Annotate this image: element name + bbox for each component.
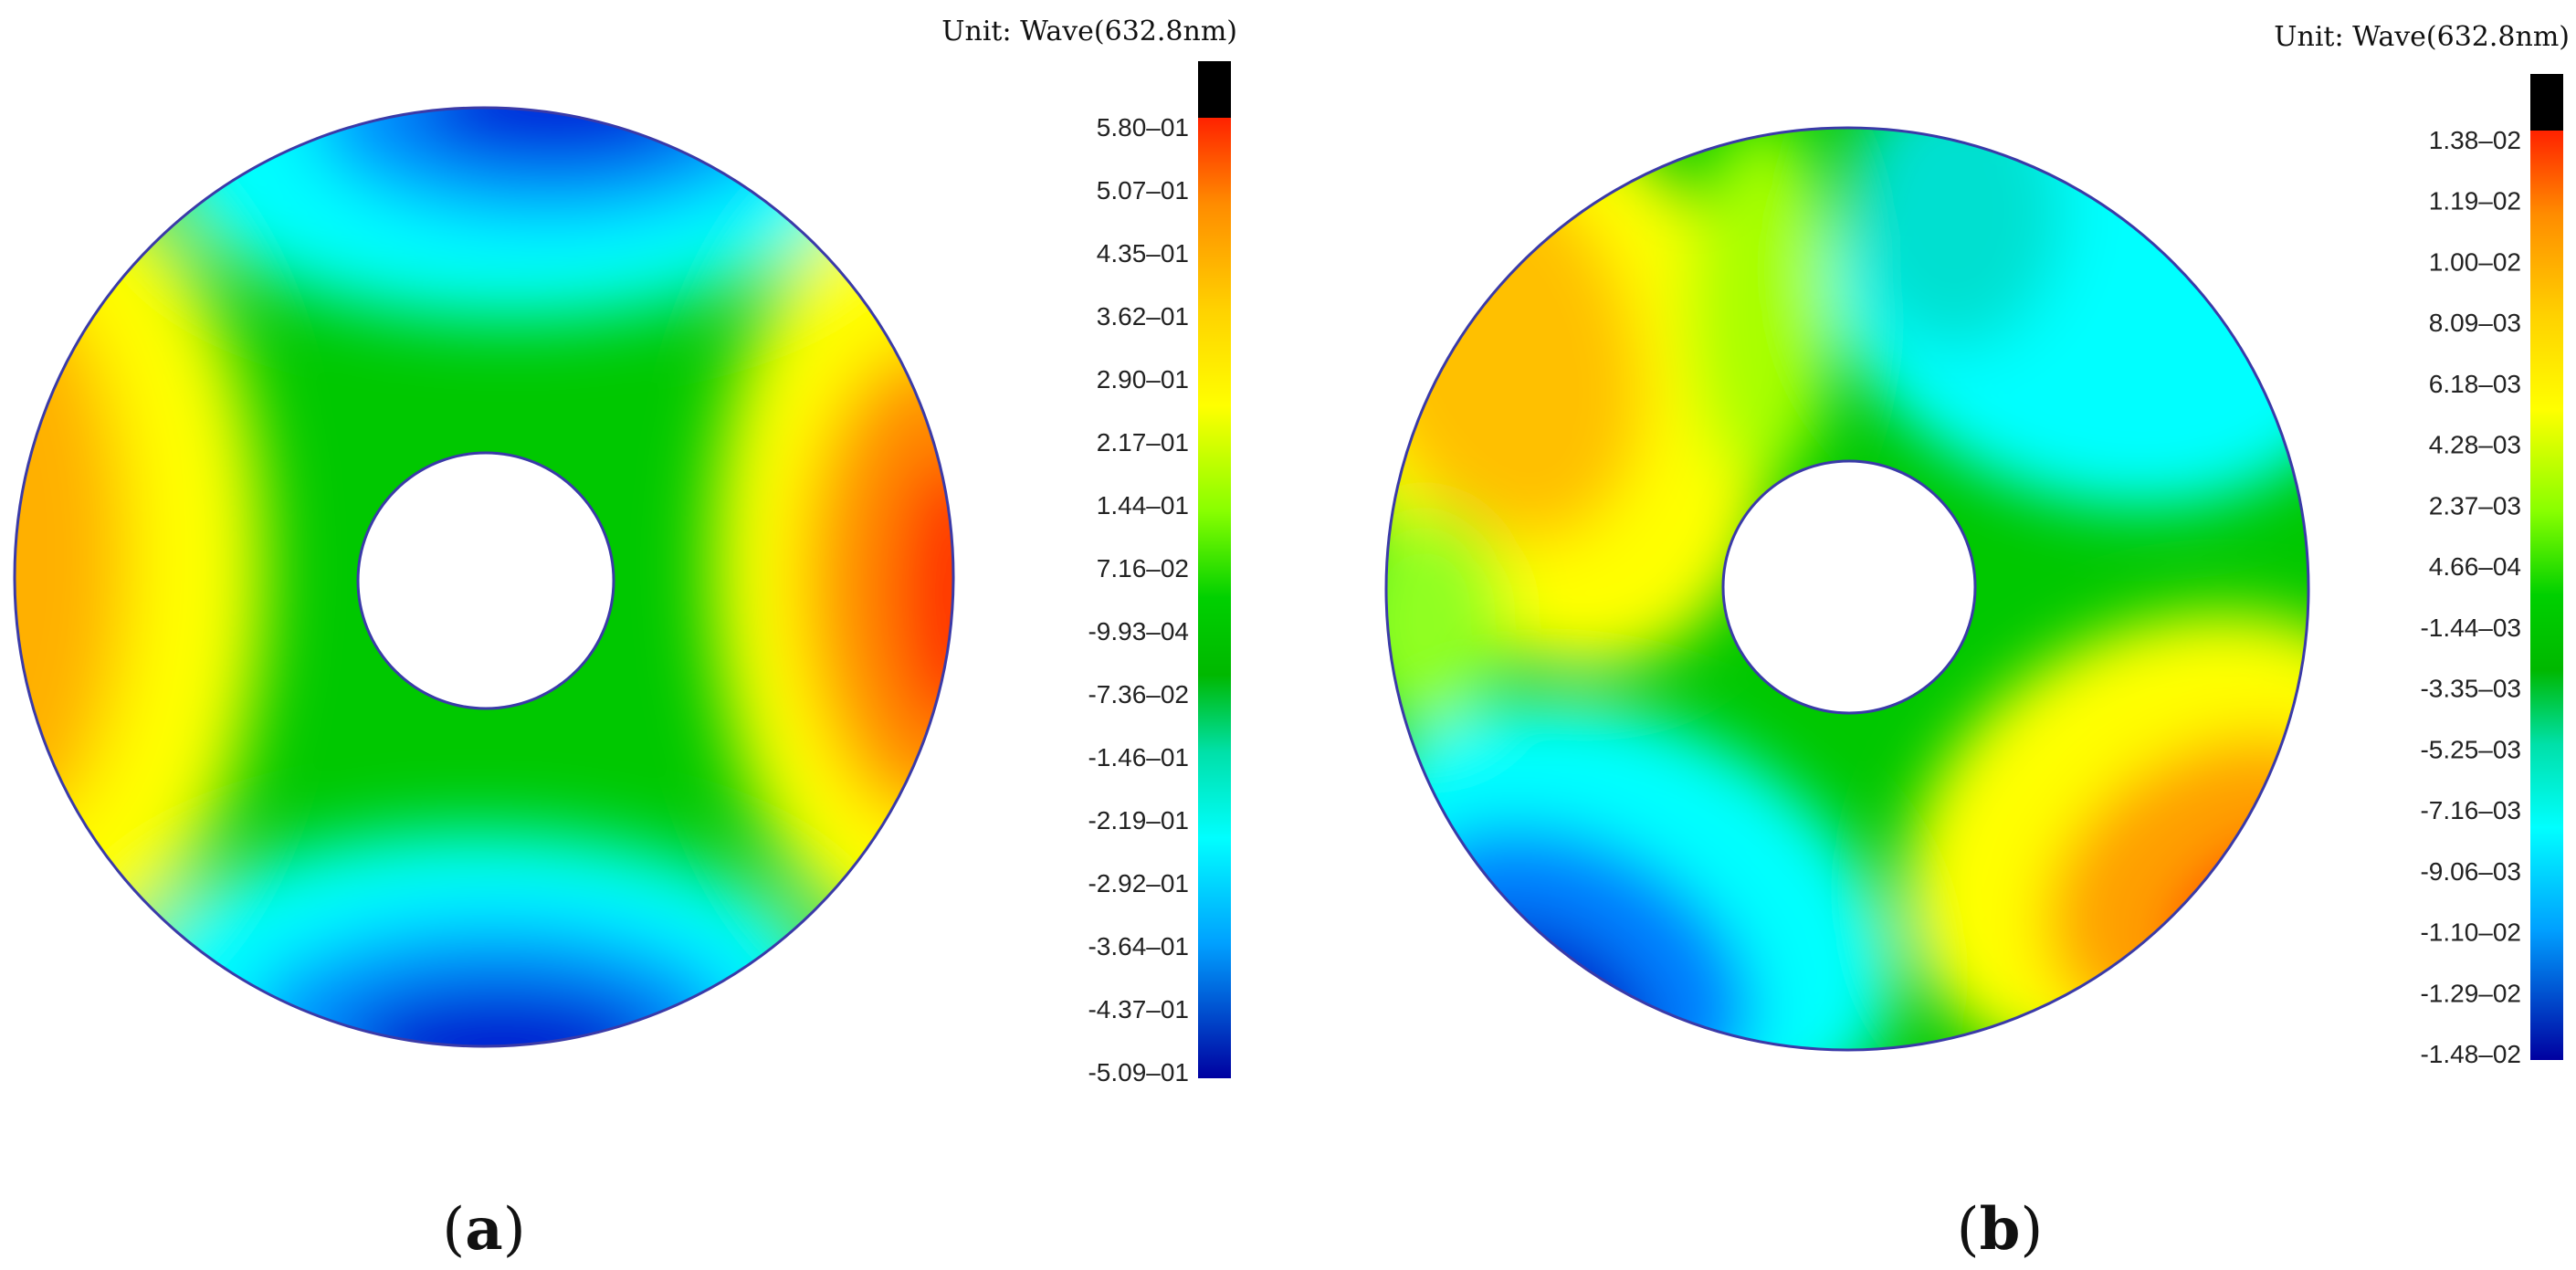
colorbar-tick-label-b: -1.29–02 [2420, 979, 2521, 1007]
colorbar-tick-label-b: -9.06–03 [2420, 857, 2521, 886]
colorbar-tick-label-b: 8.09–03 [2429, 309, 2521, 337]
colorbar-tick-label-a: 4.35–01 [1097, 239, 1189, 268]
colorbar-tick-label-a: -3.64–01 [1088, 932, 1189, 960]
disk-outline-b [1384, 126, 2310, 1052]
colorbar-tick-label-a: 2.90–01 [1097, 365, 1189, 394]
colorbar-tick-label-b: 6.18–03 [2429, 370, 2521, 398]
colorbar-tick-label-b: 1.38–02 [2429, 126, 2521, 154]
colorbar-tick-label-b: -3.35–03 [2420, 675, 2521, 703]
colorbar-tick-label-a: 3.62–01 [1097, 302, 1189, 331]
panel-caption-a: (a) [442, 1195, 525, 1264]
colorbar-tick-label-b: 2.37–03 [2429, 491, 2521, 520]
colorbar-b [2530, 131, 2563, 1060]
panel-letter-b: b [1980, 1195, 2021, 1264]
colorbar-tick-label-a: -1.46–01 [1088, 743, 1189, 771]
colorbar-tick-label-a: 5.07–01 [1097, 176, 1189, 205]
panel-caption-b: (b) [1957, 1195, 2044, 1264]
colorbar-tick-label-b: -7.16–03 [2420, 796, 2521, 824]
colorbar-tick-label-a: -7.36–02 [1088, 680, 1189, 708]
colorbar-tick-label-b: 1.19–02 [2429, 187, 2521, 215]
colorbar-top-cap-b [2530, 74, 2563, 131]
colorbar-ticks-b: 1.38–02 1.19–02 1.00–02 8.09–03 6.18–03 4.28–… [2420, 126, 2521, 1068]
colorbar-tick-label-b: -5.25–03 [2420, 735, 2521, 763]
colorbar-tick-label-a: 5.80–01 [1097, 113, 1189, 142]
colorbar-tick-label-a: -9.93–04 [1088, 617, 1189, 645]
colorbar-tick-label-b: -1.44–03 [2420, 614, 2521, 642]
panel-letter-a: a [465, 1195, 502, 1264]
colorbar-tick-label-b: 1.00–02 [2429, 247, 2521, 276]
center-hole-a [356, 451, 615, 710]
colorbar-tick-label-a: -2.19–01 [1088, 806, 1189, 834]
colorbar-tick-label-a: -2.92–01 [1088, 869, 1189, 897]
colorbar-tick-label-a: 1.44–01 [1097, 491, 1189, 520]
colorbar-title-b: Unit: Wave(632.8nm) [2274, 21, 2570, 53]
colorbar-tick-label-b: -1.48–02 [2420, 1040, 2521, 1068]
center-hole-b [1721, 459, 1977, 715]
disk-outline-a [13, 106, 955, 1048]
colorbar-tick-label-a: -4.37–01 [1088, 995, 1189, 1023]
panel-b: Unit: Wave(632.8nm) 1.38–02 1.19–02 1.00–0… [1384, 21, 2570, 1264]
colorbar-tick-label-b: -1.10–02 [2420, 918, 2521, 947]
colorbar-title-a: Unit: Wave(632.8nm) [941, 16, 1237, 47]
colorbar-tick-label-b: 4.28–03 [2429, 431, 2521, 459]
colorbar-top-cap-a [1198, 61, 1231, 118]
colorbar-tick-label-a: -5.09–01 [1088, 1058, 1189, 1086]
colorbar-tick-label-a: 2.17–01 [1097, 428, 1189, 457]
colorbar-tick-label-a: 7.16–02 [1097, 554, 1189, 583]
colorbar-a [1198, 118, 1231, 1078]
panel-a: Unit: Wave(632.8nm) 5.80–01 5.07–01 4.35–0… [13, 16, 1237, 1264]
colorbar-tick-label-b: 4.66–04 [2429, 552, 2521, 581]
colorbar-ticks-a: 5.80–01 5.07–01 4.35–01 3.62–01 2.90–01 2.17–… [1088, 113, 1189, 1086]
